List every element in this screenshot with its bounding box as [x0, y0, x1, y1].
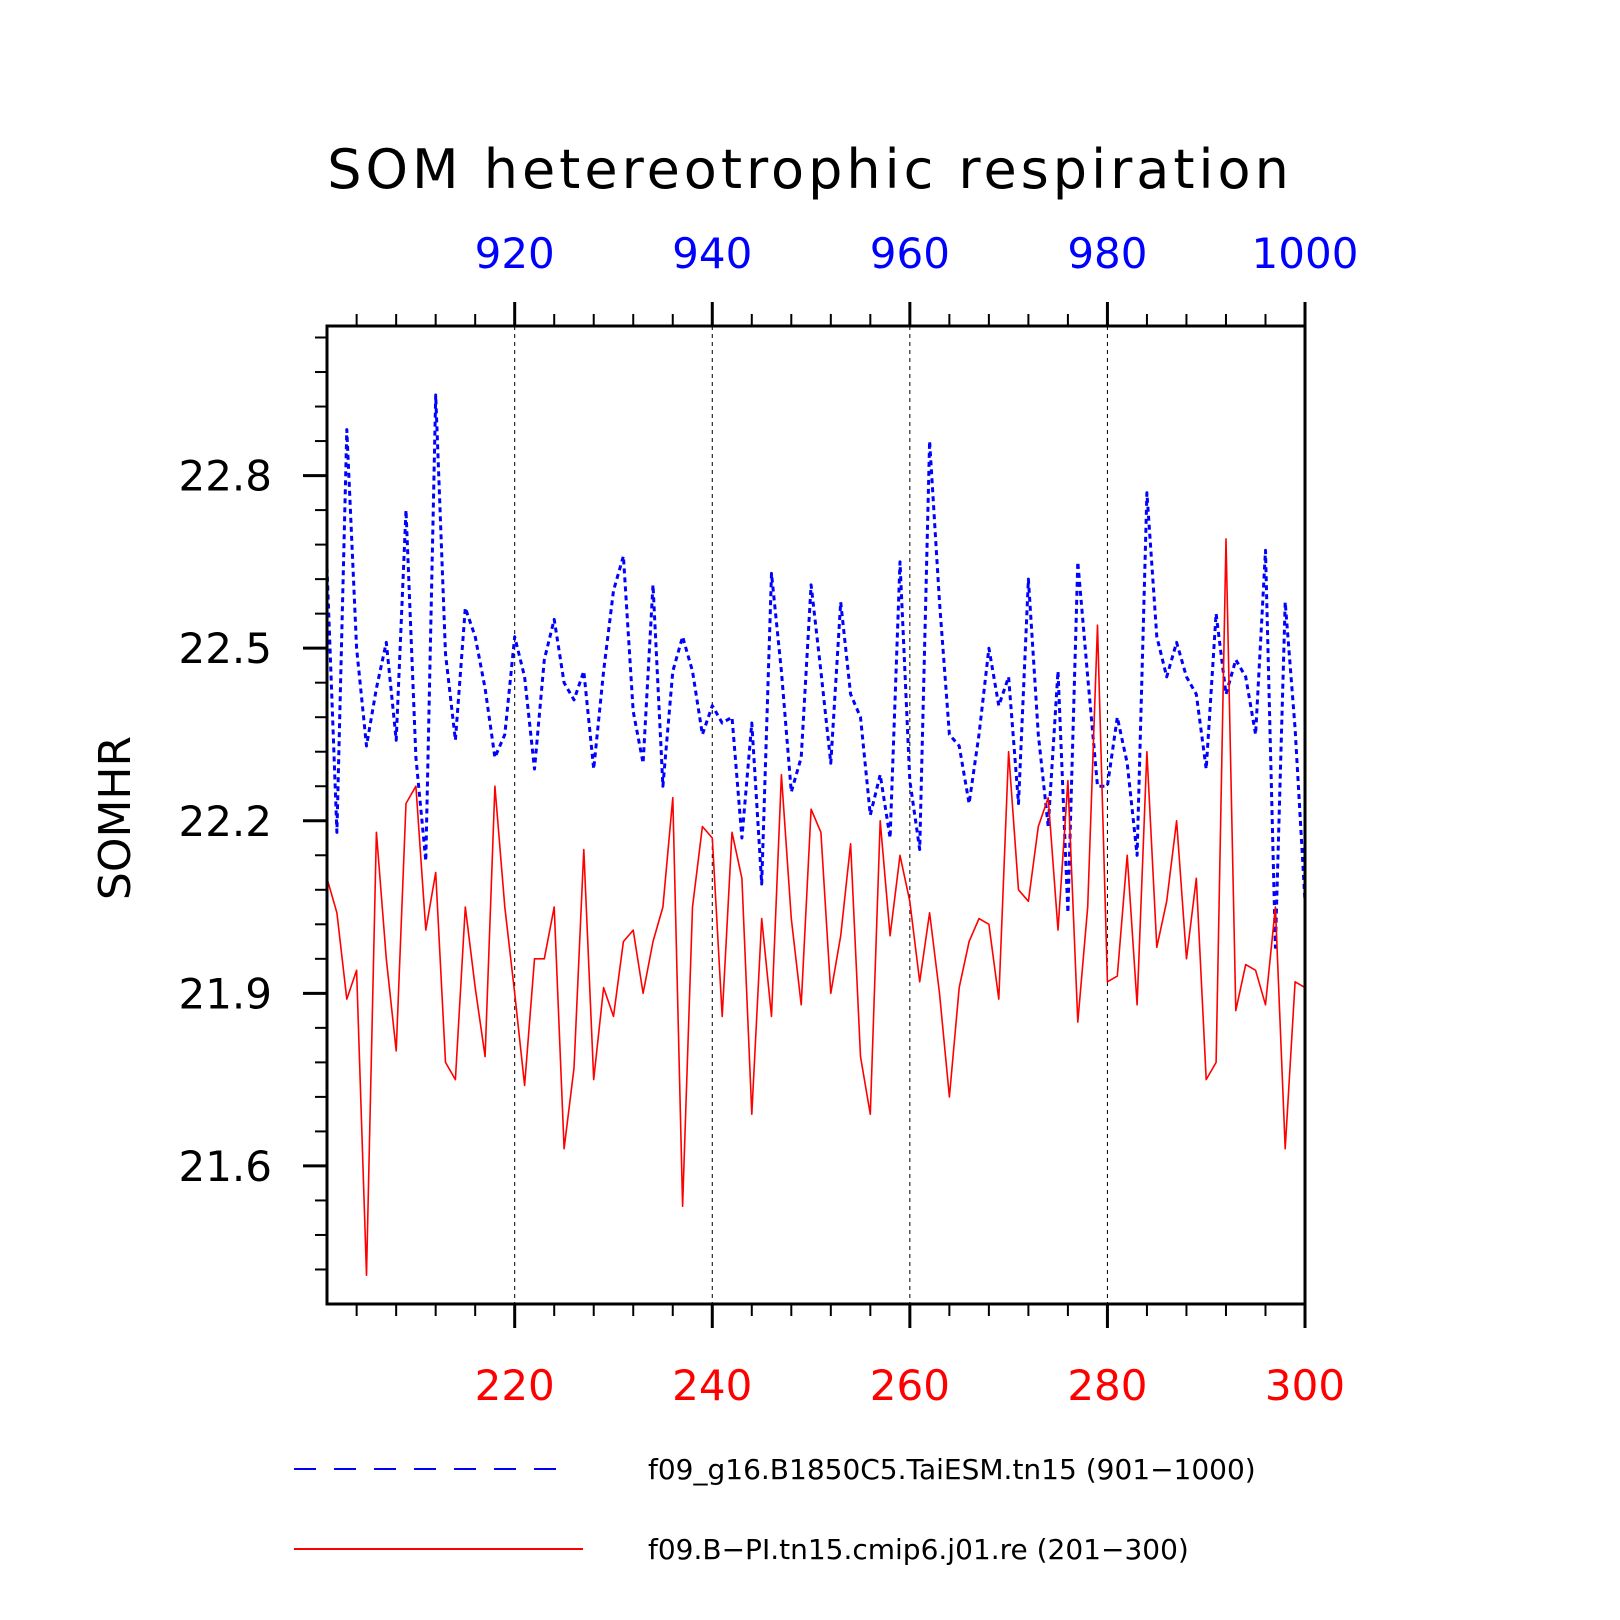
legend: f09_g16.B1850C5.TaiESM.tn15 (901−1000) f…: [294, 1453, 1256, 1566]
y-tick-label: 22.8: [178, 452, 272, 501]
x-top-tick-label: 980: [1067, 229, 1147, 278]
chart-title: SOM hetereotrophic respiration: [327, 138, 1293, 201]
legend-label-taiesm: f09_g16.B1850C5.TaiESM.tn15 (901−1000): [648, 1453, 1256, 1486]
x-bottom-tick-label: 300: [1265, 1361, 1345, 1410]
y-tick-label: 22.2: [178, 797, 272, 846]
series-line-taiesm: [325, 393, 1307, 949]
grid-lines: [514, 326, 1108, 1304]
plot-frame: [325, 324, 1307, 1306]
x-top-tick-label: 1000: [1252, 229, 1359, 278]
y-tick-label: 21.6: [178, 1142, 272, 1191]
axis-ticks: [303, 302, 1307, 1328]
series-line-cmip6: [326, 538, 1306, 1276]
x-top-tick-label: 920: [475, 229, 555, 278]
y-tick-label: 22.5: [178, 624, 272, 673]
tick-labels: 220 240 260 280 300 920 940 960 980 1000 21.6 21.9 2…: [178, 229, 1358, 1410]
x-bottom-tick-label: 260: [870, 1361, 950, 1410]
series-layer: [325, 393, 1307, 1276]
x-bottom-tick-label: 220: [475, 1361, 555, 1410]
y-tick-label: 21.9: [178, 969, 272, 1018]
legend-label-cmip6: f09.B−PI.tn15.cmip6.j01.re (201−300): [648, 1533, 1189, 1566]
x-bottom-tick-label: 280: [1067, 1361, 1147, 1410]
x-top-tick-label: 940: [672, 229, 752, 278]
y-axis-label: SOMHR: [90, 736, 141, 900]
x-bottom-tick-label: 240: [672, 1361, 752, 1410]
x-top-tick-label: 960: [870, 229, 950, 278]
